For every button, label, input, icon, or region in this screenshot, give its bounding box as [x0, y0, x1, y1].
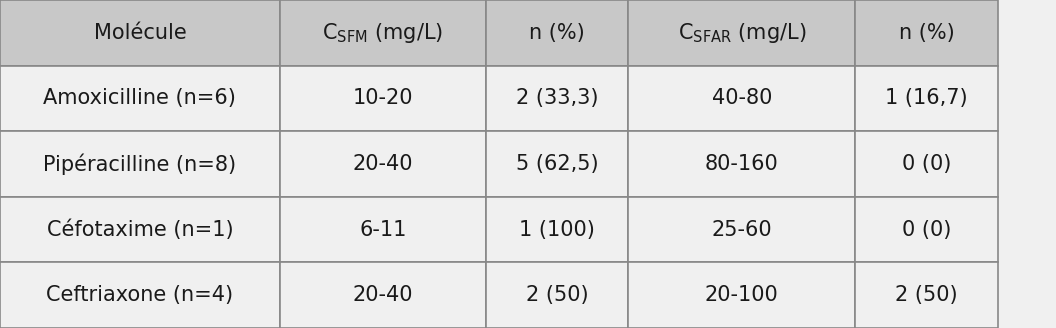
Text: 2 (33,3): 2 (33,3) — [515, 89, 599, 108]
Bar — [628, 131, 855, 197]
Bar — [855, 131, 998, 197]
Text: 6-11: 6-11 — [359, 220, 407, 239]
Bar — [0, 66, 280, 131]
Text: 2 (50): 2 (50) — [526, 285, 588, 305]
Text: Amoxicilline (n=6): Amoxicilline (n=6) — [43, 89, 237, 108]
Bar — [628, 0, 855, 66]
Bar — [486, 197, 628, 262]
Bar — [855, 262, 998, 328]
Text: 1 (16,7): 1 (16,7) — [885, 89, 968, 108]
Bar — [280, 0, 486, 66]
Bar — [855, 66, 998, 131]
Bar — [280, 66, 486, 131]
Text: 20-40: 20-40 — [353, 285, 413, 305]
Text: n (%): n (%) — [899, 23, 955, 43]
Bar — [855, 0, 998, 66]
Bar — [0, 262, 280, 328]
Text: 40-80: 40-80 — [712, 89, 772, 108]
Text: 2 (50): 2 (50) — [895, 285, 958, 305]
Bar — [280, 262, 486, 328]
Bar — [486, 262, 628, 328]
Bar — [280, 197, 486, 262]
Bar — [628, 66, 855, 131]
Bar — [0, 0, 280, 66]
Text: Céfotaxime (n=1): Céfotaxime (n=1) — [46, 219, 233, 240]
Text: Pipéracilline (n=8): Pipéracilline (n=8) — [43, 153, 237, 175]
Text: 1 (100): 1 (100) — [520, 220, 595, 239]
Text: 0 (0): 0 (0) — [902, 154, 951, 174]
Bar — [486, 131, 628, 197]
Text: 0 (0): 0 (0) — [902, 220, 951, 239]
Text: 80-160: 80-160 — [705, 154, 778, 174]
Text: 5 (62,5): 5 (62,5) — [515, 154, 599, 174]
Text: 25-60: 25-60 — [712, 220, 772, 239]
Text: Molécule: Molécule — [94, 23, 186, 43]
Bar — [0, 131, 280, 197]
Text: 20-40: 20-40 — [353, 154, 413, 174]
Text: 10-20: 10-20 — [353, 89, 413, 108]
Bar — [280, 131, 486, 197]
Text: 20-100: 20-100 — [705, 285, 778, 305]
Text: $\mathregular{C_{SFAR}}$ (mg/L): $\mathregular{C_{SFAR}}$ (mg/L) — [678, 21, 806, 45]
Bar — [486, 66, 628, 131]
Bar — [855, 197, 998, 262]
Bar — [486, 0, 628, 66]
Text: n (%): n (%) — [529, 23, 585, 43]
Bar — [0, 197, 280, 262]
Bar — [628, 262, 855, 328]
Text: $\mathregular{C_{SFM}}$ (mg/L): $\mathregular{C_{SFM}}$ (mg/L) — [322, 21, 444, 45]
Text: Ceftriaxone (n=4): Ceftriaxone (n=4) — [46, 285, 233, 305]
Bar — [628, 197, 855, 262]
